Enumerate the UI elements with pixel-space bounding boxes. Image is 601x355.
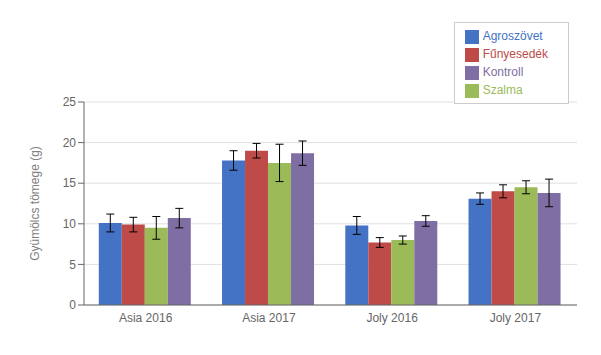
html-text:Szalma: Szalma	[482, 83, 523, 97]
svg-text:Asia 2016: Asia 2016	[119, 311, 173, 325]
svg-text:Joly 2016: Joly 2016	[366, 311, 418, 325]
html-text:Fűnyesedék: Fűnyesedék	[482, 47, 548, 61]
svg-text:Gyümölcs tömege (g): Gyümölcs tömege (g)	[28, 146, 42, 261]
svg-text:20: 20	[63, 136, 77, 150]
html-text:Agroszövet: Agroszövet	[482, 29, 543, 43]
svg-text:Asia 2017: Asia 2017	[242, 311, 296, 325]
svg-text:10: 10	[63, 217, 77, 231]
svg-text:25: 25	[63, 95, 77, 109]
svg-text:Joly 2017: Joly 2017	[490, 311, 542, 325]
svg-text:0: 0	[69, 298, 76, 312]
svg-text:15: 15	[63, 176, 77, 190]
svg-text:5: 5	[69, 258, 76, 272]
html-text:Kontroll: Kontroll	[482, 65, 524, 79]
